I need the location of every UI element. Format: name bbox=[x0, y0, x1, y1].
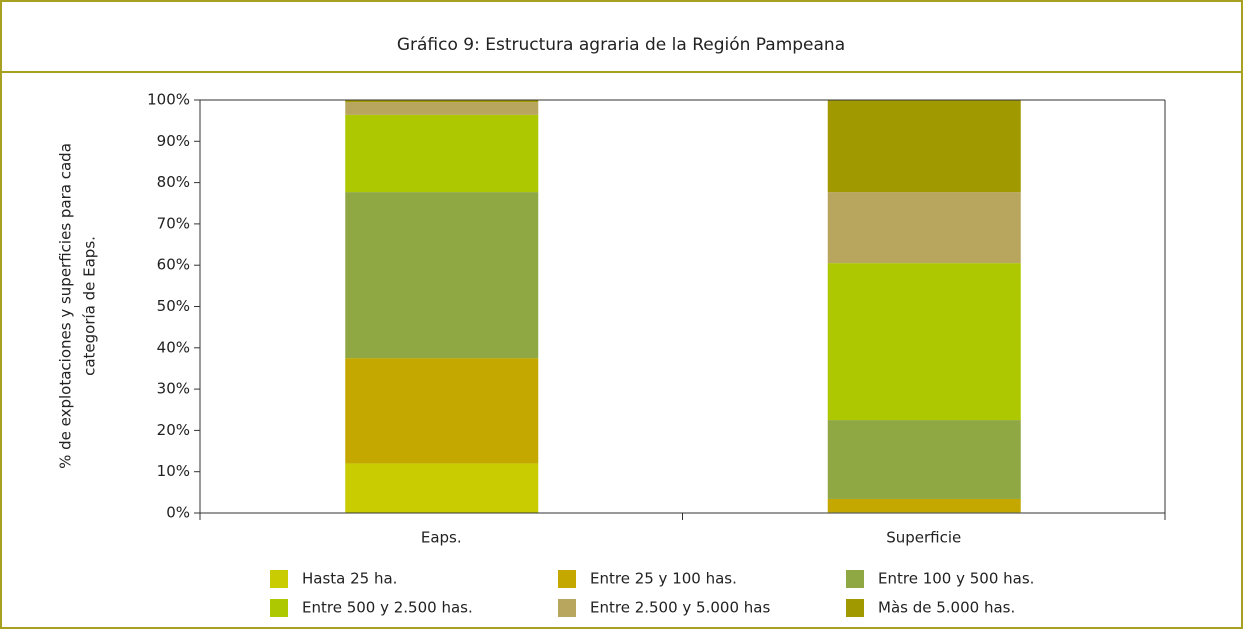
legend-label: Hasta 25 ha. bbox=[302, 570, 397, 588]
bar-segment bbox=[827, 100, 1021, 193]
legend-swatch bbox=[558, 599, 576, 617]
y-axis-label: % de explotaciones y superficies para ca… bbox=[57, 143, 75, 469]
y-tick-label: 40% bbox=[157, 338, 190, 356]
y-tick-label: 10% bbox=[157, 462, 190, 480]
y-axis-label: categoría de Eaps. bbox=[81, 236, 99, 376]
legend-label: Entre 2.500 y 5.000 has bbox=[590, 599, 770, 617]
y-tick-label: 90% bbox=[157, 132, 190, 150]
bar-segment bbox=[345, 463, 539, 513]
bar-segment bbox=[345, 358, 539, 464]
chart-title: Gráfico 9: Estructura agraria de la Regi… bbox=[397, 35, 845, 55]
bar-segment bbox=[345, 100, 539, 103]
bar-segment bbox=[827, 192, 1021, 264]
legend-swatch bbox=[558, 570, 576, 588]
bar-segment bbox=[345, 192, 539, 359]
x-tick-label: Superficie bbox=[886, 529, 961, 547]
bar-segment bbox=[827, 263, 1021, 421]
y-tick-label: 80% bbox=[157, 173, 190, 191]
legend-swatch bbox=[270, 599, 288, 617]
y-tick-label: 70% bbox=[157, 214, 190, 232]
y-tick-label: 60% bbox=[157, 256, 190, 274]
legend-swatch bbox=[846, 599, 864, 617]
legend-swatch bbox=[846, 570, 864, 588]
bar-segment bbox=[345, 102, 539, 115]
y-tick-label: 0% bbox=[166, 504, 190, 522]
y-tick-label: 20% bbox=[157, 421, 190, 439]
legend-label: Entre 25 y 100 has. bbox=[590, 570, 737, 588]
bar-segment bbox=[827, 420, 1021, 499]
legend-label: Màs de 5.000 has. bbox=[878, 599, 1015, 617]
legend-label: Entre 500 y 2.500 has. bbox=[302, 599, 473, 617]
y-tick-label: 100% bbox=[147, 91, 190, 109]
legend-swatch bbox=[270, 570, 288, 588]
bar-segment bbox=[345, 114, 539, 193]
y-tick-label: 30% bbox=[157, 380, 190, 398]
bar-segment bbox=[827, 498, 1021, 513]
x-tick-label: Eaps. bbox=[421, 529, 462, 547]
legend-label: Entre 100 y 500 has. bbox=[878, 570, 1034, 588]
y-tick-label: 50% bbox=[157, 297, 190, 315]
